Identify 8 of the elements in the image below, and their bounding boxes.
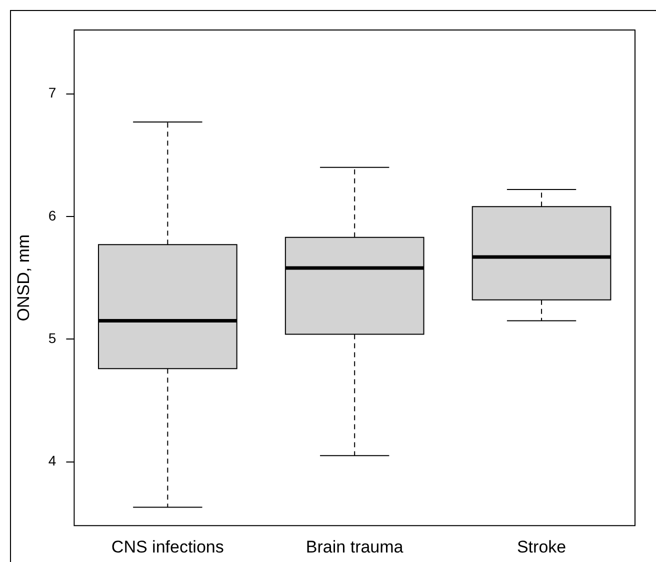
x-tick-label: CNS infections — [111, 537, 224, 556]
y-tick-label: 4 — [48, 452, 56, 469]
x-tick-label: Stroke — [516, 537, 566, 556]
y-tick-label: 5 — [48, 330, 56, 346]
y-tick-label: 6 — [48, 207, 56, 224]
y-axis-title: ONSD, mm — [14, 234, 33, 322]
x-tick-label: Brain trauma — [306, 537, 404, 556]
y-tick-label: 7 — [48, 84, 56, 101]
